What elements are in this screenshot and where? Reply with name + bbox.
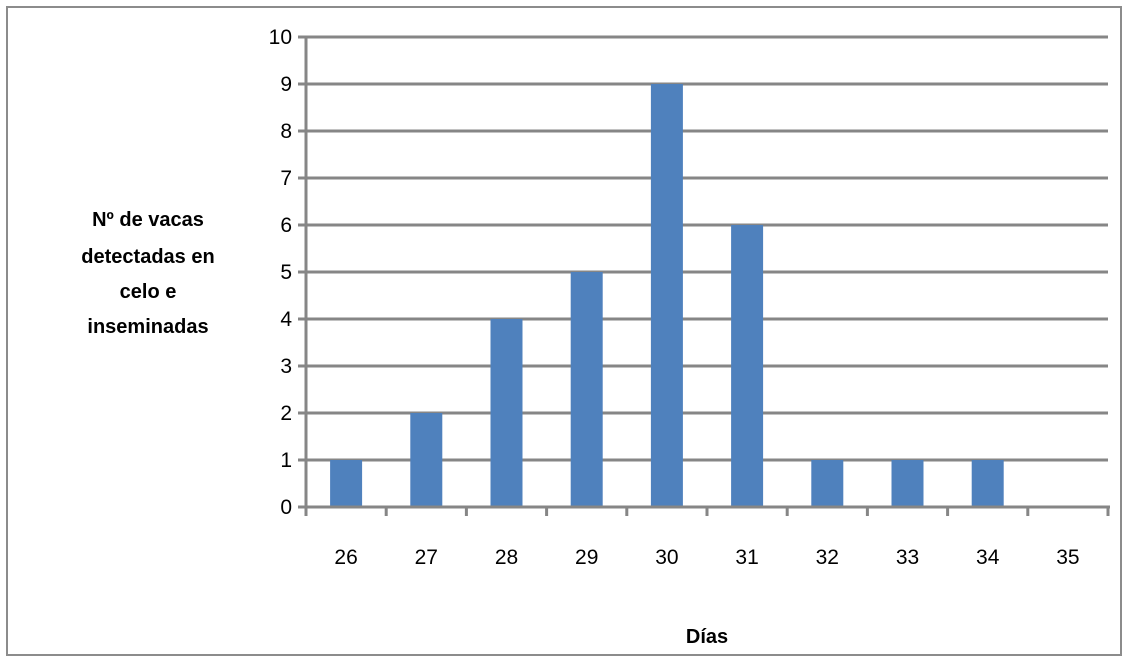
bar-33 [891,460,924,507]
bar-26 [330,460,363,507]
x-tick-label-30: 30 [655,546,678,569]
y-axis-label-line-4: inseminadas [87,316,208,338]
y-tick-label-3: 3 [280,355,292,378]
x-tick-label-31: 31 [735,546,758,569]
bar-30 [650,84,683,507]
y-tick-label-5: 5 [280,261,292,284]
x-tick-label-27: 27 [415,546,438,569]
y-tick-label-1: 1 [280,449,292,472]
axes [298,35,1110,516]
chart-frame [6,6,1122,656]
y-tick-label-2: 2 [280,402,292,425]
y-tick-label-4: 4 [280,308,292,331]
bars [330,84,1004,507]
y-tick-label-0: 0 [280,496,292,519]
y-axis-label-line-3: celo e [120,281,177,303]
x-tick-label-33: 33 [896,546,919,569]
bar-27 [410,413,443,507]
x-tick-label-29: 29 [575,546,598,569]
y-tick-label-6: 6 [280,214,292,237]
bar-32 [811,460,844,507]
x-tick-label-34: 34 [976,546,1000,569]
y-tick-label-8: 8 [280,120,292,143]
y-tick-label-9: 9 [280,73,292,96]
x-tick-label-28: 28 [495,546,518,569]
y-tick-label-10: 10 [269,26,292,49]
x-tick-label-35: 35 [1056,546,1079,569]
bar-28 [490,319,523,507]
bar-31 [731,225,764,507]
x-axis-label: Días [686,626,728,648]
y-axis-label-line-1: Nº de vacas [92,209,204,231]
y-axis-label-line-2: detectadas en [81,246,214,268]
y-tick-labels: 0 1 2 3 4 5 6 7 8 9 10 [269,26,293,519]
x-tick-labels: 26 27 28 29 30 31 32 33 34 35 [334,546,1079,569]
bar-34 [971,460,1004,507]
bar-29 [570,272,603,507]
x-tick-label-26: 26 [334,546,357,569]
x-tick-label-32: 32 [816,546,839,569]
y-tick-label-7: 7 [280,167,292,190]
